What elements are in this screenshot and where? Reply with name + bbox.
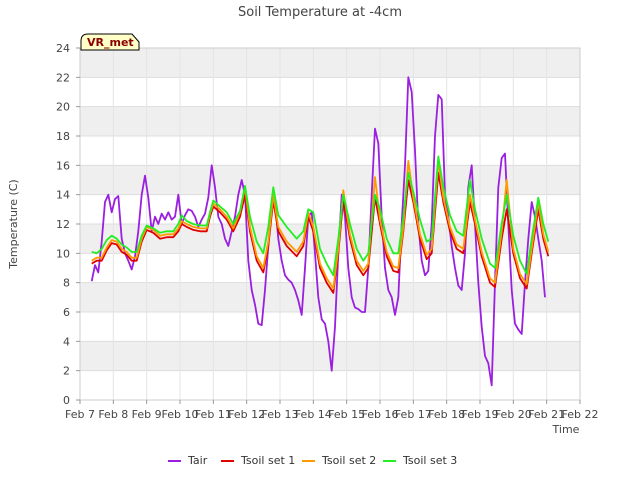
legend-item-tsoil-set-2: Tsoil set 2	[302, 454, 376, 467]
legend-label: Tsoil set 3	[402, 454, 457, 467]
plot-band	[80, 136, 580, 166]
y-tick-label: 6	[63, 306, 70, 319]
x-tick-label: Feb 17	[395, 408, 432, 421]
plot-band	[80, 370, 580, 400]
series-line-tsoil-set-3	[91, 155, 550, 277]
legend-item-tair: Tair	[168, 454, 208, 467]
station-badge-box	[80, 33, 140, 51]
legend-label: Tsoil set 2	[321, 454, 376, 467]
x-tick-label: Feb 21	[528, 408, 565, 421]
x-tick-label: Feb 11	[195, 408, 232, 421]
legend: Tair Tsoil set 1 Tsoil set 2 Tsoil set 3	[168, 454, 457, 467]
x-tick-label: Feb 22	[562, 408, 599, 421]
plot-band	[80, 312, 580, 342]
y-tick-label: 2	[63, 365, 70, 378]
y-tick-label: 8	[63, 277, 70, 290]
x-tick-label: Feb 15	[328, 408, 365, 421]
y-tick-label: 12	[56, 218, 70, 231]
y-tick-label: 18	[56, 130, 70, 143]
y-tick-label: 20	[56, 101, 70, 114]
legend-label: Tsoil set 1	[240, 454, 295, 467]
chart-title: Soil Temperature at -4cm	[238, 5, 402, 20]
y-tick-label: 0	[63, 394, 70, 407]
y-tick-label: 22	[56, 71, 70, 84]
x-tick-label: Feb 19	[462, 408, 499, 421]
x-axis-label: Time	[552, 423, 580, 436]
legend-label: Tair	[187, 454, 208, 467]
y-tick-label: 24	[56, 42, 70, 55]
legend-item-tsoil-set-3: Tsoil set 3	[383, 454, 457, 467]
x-tick-label: Feb 18	[428, 408, 465, 421]
plot-bands	[80, 48, 580, 400]
x-tick-label: Feb 20	[495, 408, 532, 421]
x-tick-label: Feb 9	[132, 408, 162, 421]
station-badge: VR_met	[80, 33, 140, 51]
y-tick-label: 16	[56, 159, 70, 172]
x-tick-label: Feb 7	[65, 408, 95, 421]
x-tick-label: Feb 16	[362, 408, 399, 421]
x-tick-label: Feb 13	[262, 408, 299, 421]
y-tick-label: 10	[56, 247, 70, 260]
station-badge-label: VR_met	[87, 36, 134, 49]
plot-band	[80, 224, 580, 254]
y-tick-label: 4	[63, 335, 70, 348]
plot-band	[80, 165, 580, 195]
x-tick-label: Feb 12	[228, 408, 265, 421]
y-axis-label: Temperature (C)	[7, 179, 20, 269]
y-tick-label: 14	[56, 189, 70, 202]
x-tick-label: Feb 10	[162, 408, 199, 421]
legend-item-tsoil-set-1: Tsoil set 1	[221, 454, 295, 467]
plot-band	[80, 48, 580, 78]
x-tick-label: Feb 8	[98, 408, 128, 421]
plot-band	[80, 106, 580, 136]
x-tick-label: Feb 14	[295, 408, 332, 421]
series-lines	[90, 76, 550, 387]
plot-band	[80, 77, 580, 107]
series-line-tsoil-set-2	[91, 160, 550, 290]
